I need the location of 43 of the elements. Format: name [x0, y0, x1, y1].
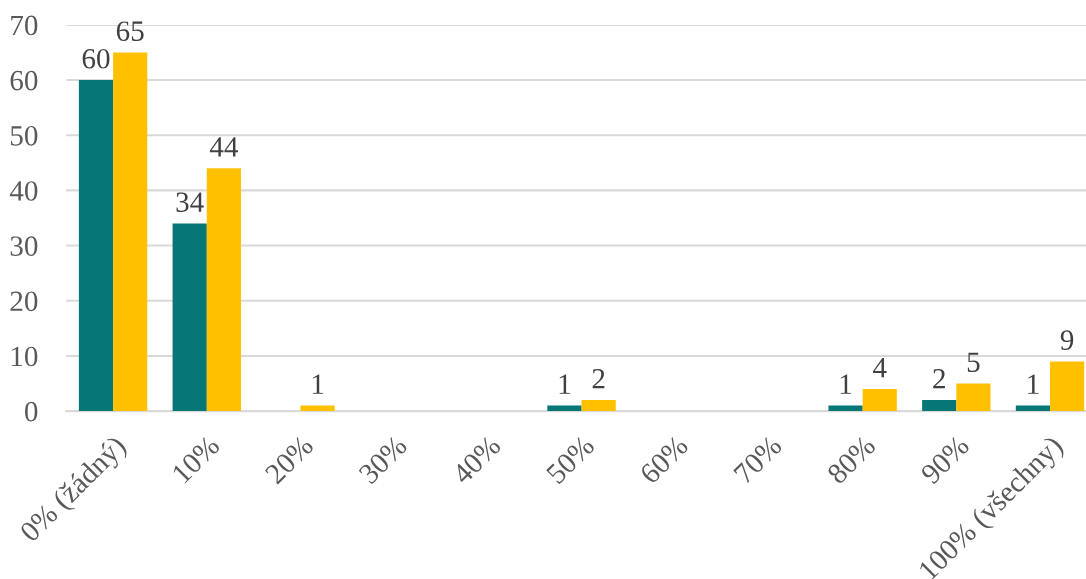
bar	[1015, 405, 1051, 412]
data-label: 44	[209, 137, 239, 157]
bar	[922, 400, 957, 412]
data-label: 1	[840, 374, 852, 394]
data-label: 34	[176, 192, 204, 213]
data-label: 1	[1028, 374, 1039, 394]
bar	[172, 223, 207, 412]
data-label: 1	[559, 374, 570, 394]
x-tick-label: 70%	[733, 434, 783, 485]
data-label: 60	[82, 48, 110, 69]
data-label: 2	[933, 368, 945, 389]
x-tick-label: 20%	[264, 434, 315, 485]
bar	[862, 389, 897, 412]
data-label: 2	[592, 368, 605, 389]
y-tick-label: 60	[10, 70, 38, 91]
data-label: 5	[967, 352, 980, 373]
y-tick-label: 30	[10, 236, 38, 256]
bar	[1050, 361, 1085, 412]
bar	[828, 405, 863, 412]
bar	[956, 383, 991, 412]
y-tick-label: 0	[25, 401, 38, 422]
x-tick-label: 60%	[638, 434, 690, 485]
data-label: 4	[873, 358, 887, 378]
bar	[300, 405, 335, 412]
x-tick-label: 30%	[357, 434, 409, 485]
y-tick-label: 70	[11, 15, 38, 36]
x-tick-label: 40%	[451, 434, 502, 486]
bar	[547, 405, 582, 412]
bar	[581, 400, 616, 412]
y-tick-label: 10	[11, 346, 38, 367]
bar	[206, 168, 241, 412]
data-label: 9	[1060, 330, 1074, 350]
y-tick-label: 20	[10, 291, 38, 312]
x-tick-label: 90%	[919, 434, 971, 486]
bar	[78, 80, 114, 412]
x-tick-label: 50%	[545, 434, 596, 485]
y-tick-label: 40	[9, 181, 38, 201]
data-label: 65	[116, 21, 144, 41]
y-tick-label: 50	[11, 125, 38, 146]
data-label: 1	[312, 374, 324, 394]
x-tick-label: 80%	[826, 434, 877, 485]
bar	[113, 52, 148, 412]
x-tick-label: 10%	[171, 434, 221, 484]
